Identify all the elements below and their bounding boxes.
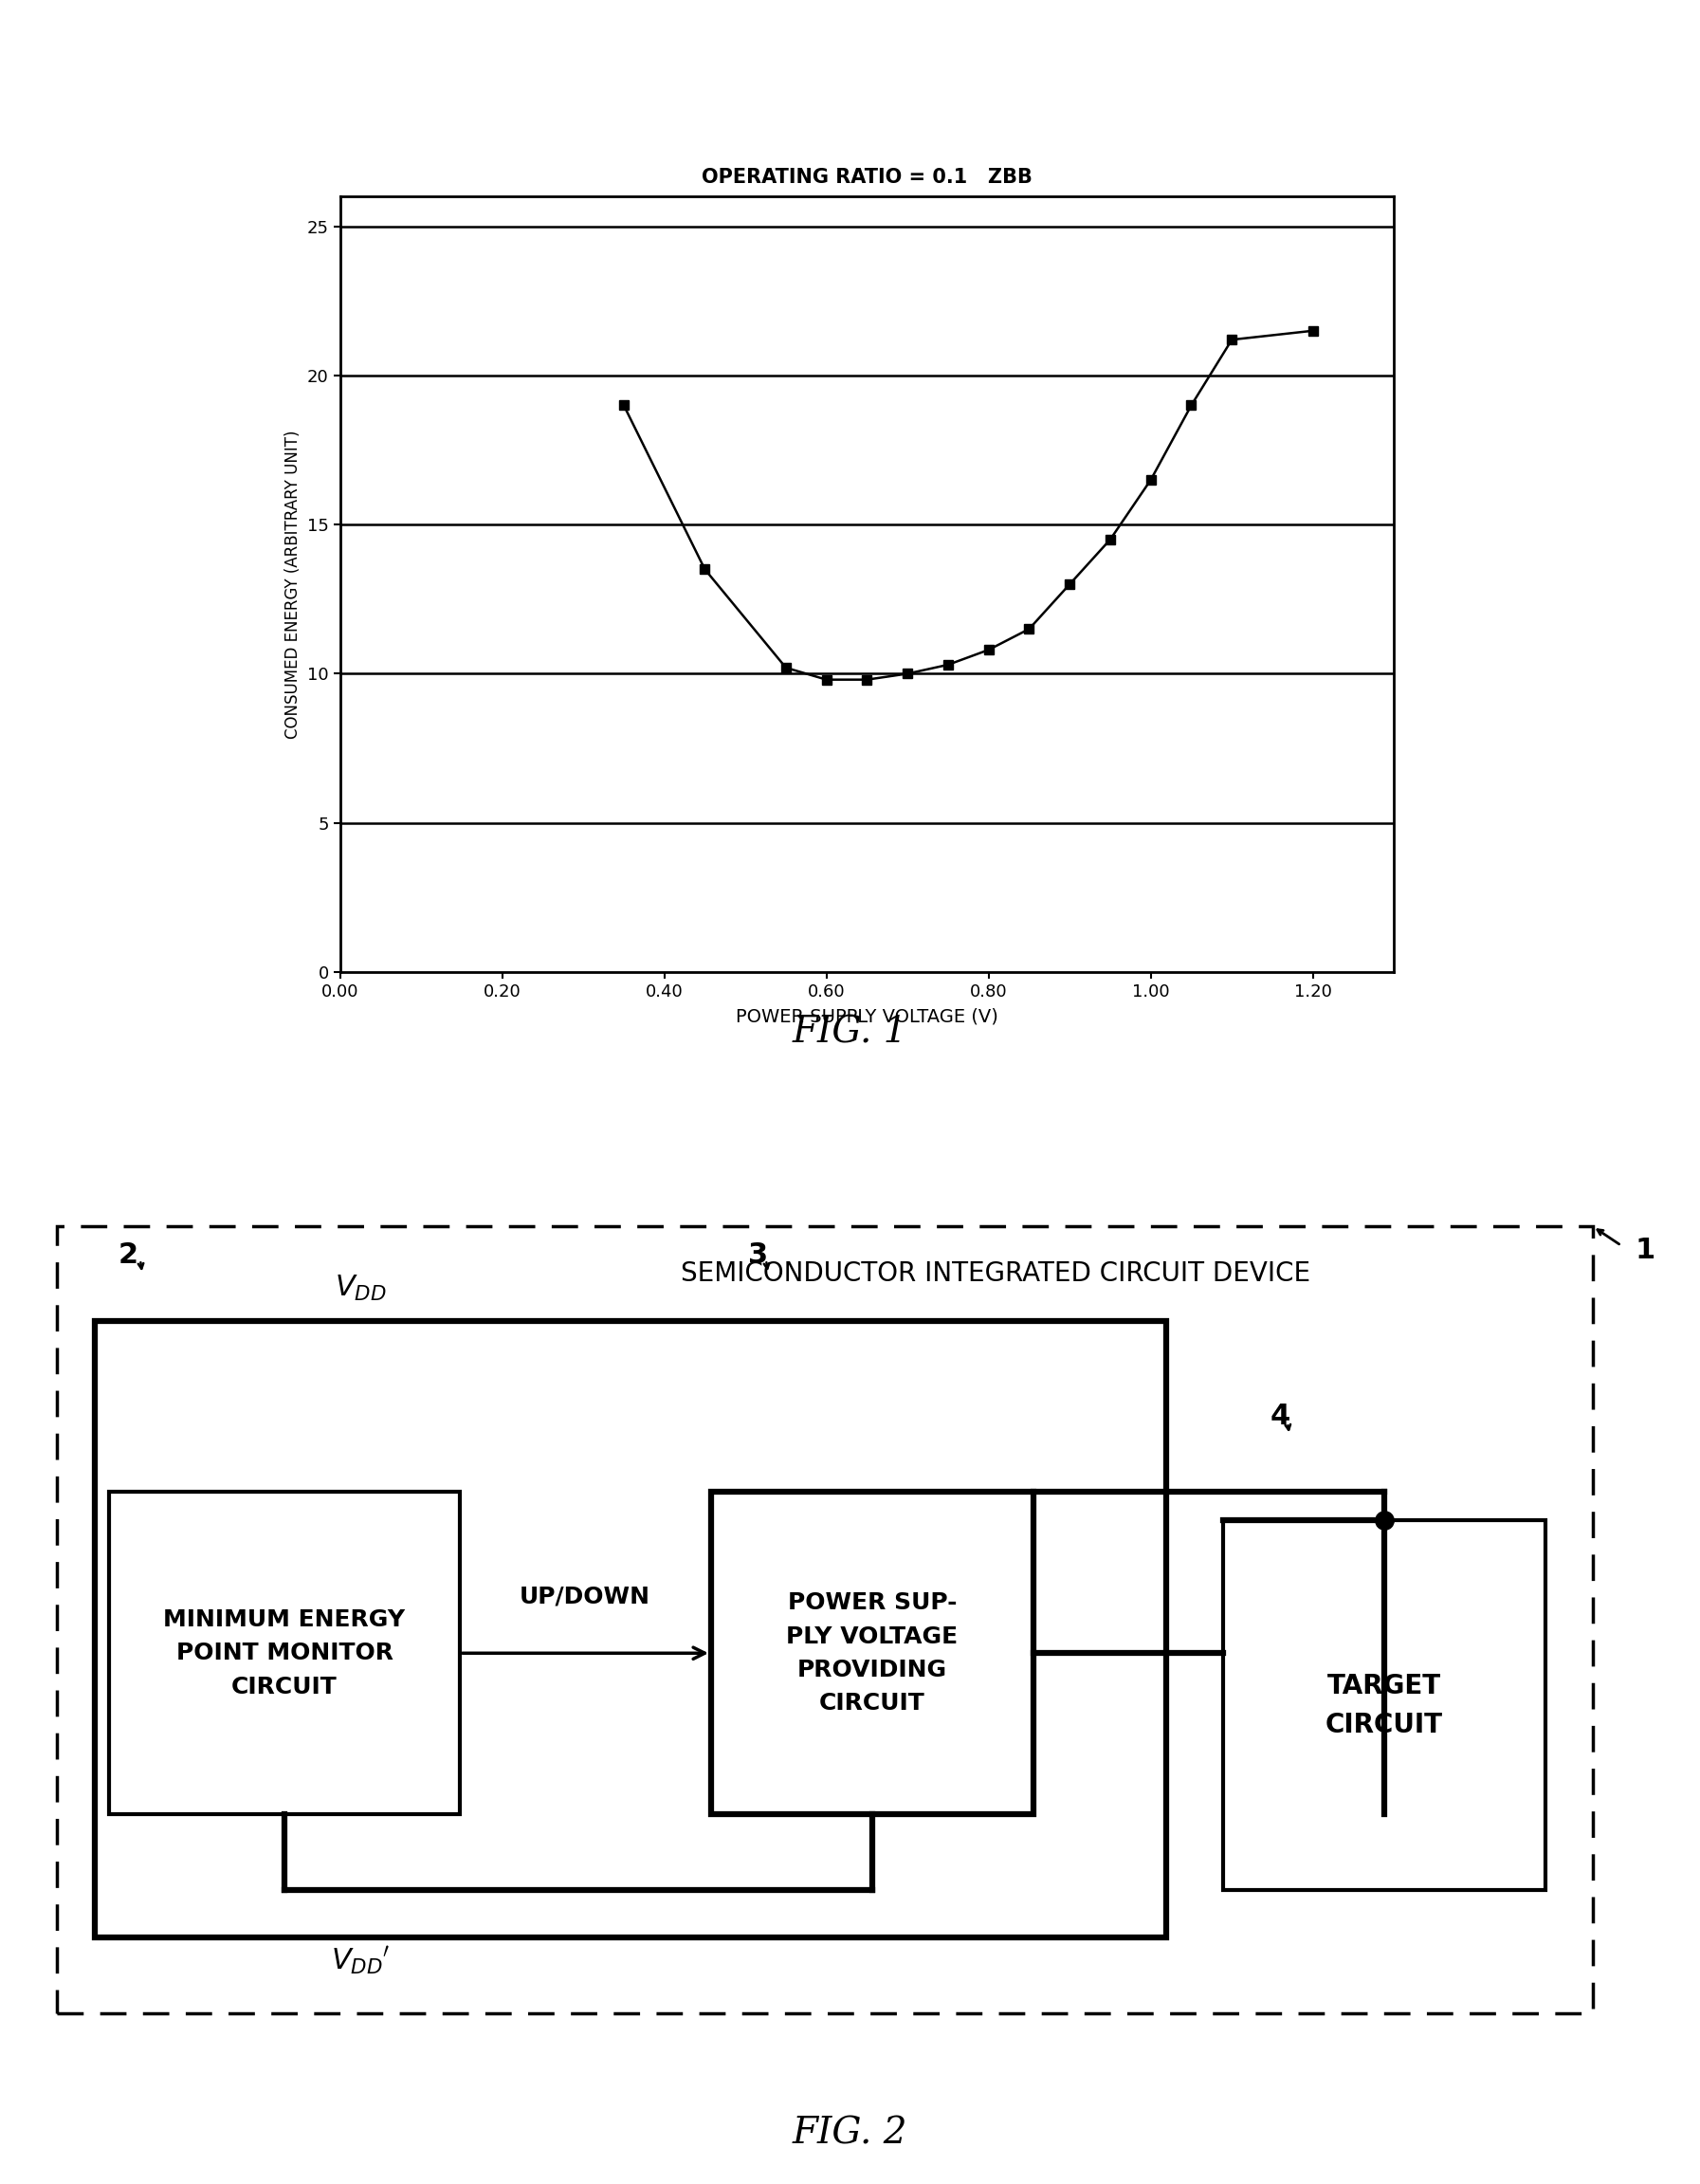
Text: FIG. 1: FIG. 1 [792, 1016, 908, 1051]
Title: OPERATING RATIO = 0.1   ZBB: OPERATING RATIO = 0.1 ZBB [702, 168, 1032, 188]
Text: POWER SUP-
PLY VOLTAGE
PROVIDING
CIRCUIT: POWER SUP- PLY VOLTAGE PROVIDING CIRCUIT [787, 1592, 959, 1714]
Text: UP/DOWN: UP/DOWN [520, 1586, 651, 1607]
Bar [1222, 1520, 1545, 1889]
Bar [95, 1321, 1166, 1937]
Bar [109, 1492, 459, 1815]
Text: 3: 3 [748, 1241, 768, 1269]
Text: 4: 4 [1270, 1402, 1290, 1431]
Bar [56, 1227, 1593, 2014]
Text: 2: 2 [117, 1241, 138, 1269]
Text: 1: 1 [1635, 1236, 1656, 1265]
Text: $V_{DD}$$'$: $V_{DD}$$'$ [332, 1946, 389, 1977]
Y-axis label: CONSUMED ENERGY (ARBITRARY UNIT): CONSUMED ENERGY (ARBITRARY UNIT) [284, 430, 301, 738]
Text: FIG. 2: FIG. 2 [792, 2116, 908, 2151]
Text: TARGET
CIRCUIT: TARGET CIRCUIT [1326, 1673, 1443, 1738]
Text: MINIMUM ENERGY
POINT MONITOR
CIRCUIT: MINIMUM ENERGY POINT MONITOR CIRCUIT [163, 1607, 405, 1699]
Bar [711, 1492, 1034, 1815]
X-axis label: POWER SUPPLY VOLTAGE (V): POWER SUPPLY VOLTAGE (V) [736, 1009, 998, 1026]
Text: $V_{DD}$: $V_{DD}$ [335, 1273, 386, 1304]
Text: SEMICONDUCTOR INTEGRATED CIRCUIT DEVICE: SEMICONDUCTOR INTEGRATED CIRCUIT DEVICE [680, 1260, 1311, 1286]
